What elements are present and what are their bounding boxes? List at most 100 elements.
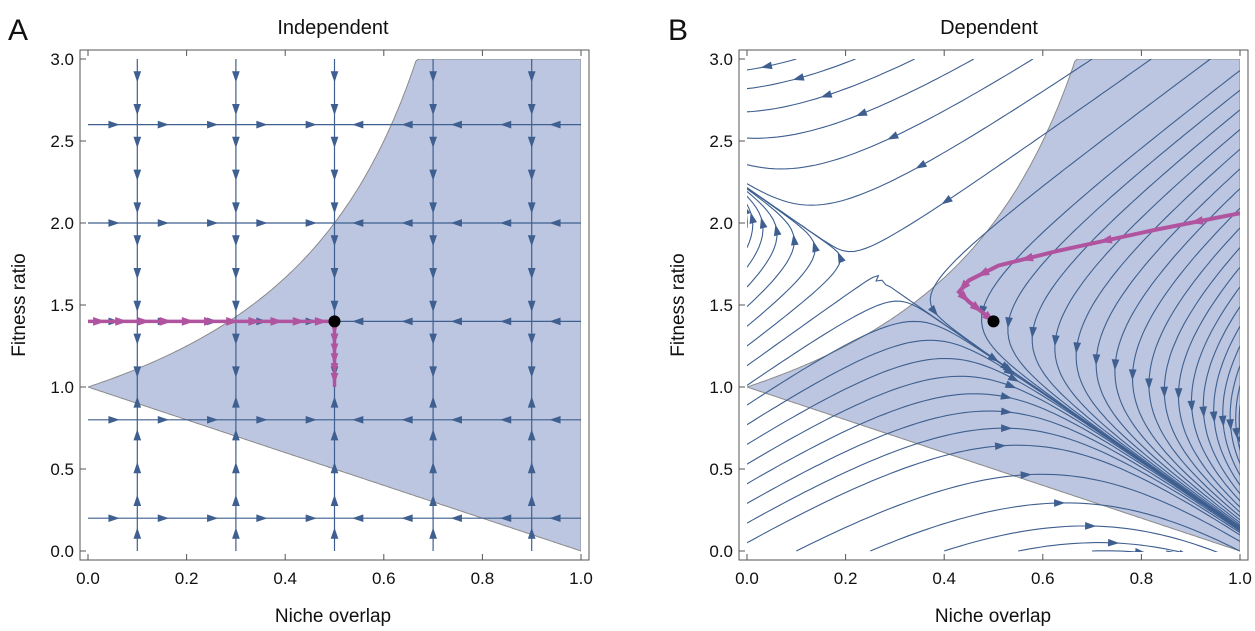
streamline-arrow bbox=[1199, 406, 1207, 418]
flow-arrow bbox=[207, 120, 219, 129]
streamline-arrow bbox=[1001, 424, 1013, 432]
flow-arrow bbox=[157, 120, 169, 129]
y-tick-label: 0.5 bbox=[50, 460, 74, 479]
streamline-arrow bbox=[1073, 342, 1082, 354]
streamline-arrow bbox=[1054, 499, 1066, 507]
x-tick-label: 0.6 bbox=[372, 569, 396, 588]
streamline bbox=[1165, 550, 1175, 552]
x-tick-label: 0.2 bbox=[175, 569, 199, 588]
flow-arrow bbox=[352, 415, 364, 424]
flow-arrow bbox=[133, 268, 142, 280]
trajectory-arrow bbox=[1099, 234, 1113, 244]
flow-arrow bbox=[352, 514, 364, 523]
streamline-arrow bbox=[887, 131, 899, 140]
flow-arrow bbox=[330, 235, 339, 247]
y-tick-label: 2.5 bbox=[709, 132, 733, 151]
streamline-arrow bbox=[837, 251, 846, 264]
x-tick-label: 0.2 bbox=[834, 569, 858, 588]
flow-arrow bbox=[401, 120, 413, 129]
flow-arrow bbox=[133, 366, 142, 378]
trajectory-arrow bbox=[181, 317, 195, 326]
flow-arrow bbox=[429, 366, 437, 378]
x-tick-label: 0.8 bbox=[471, 569, 495, 588]
flow-arrow bbox=[108, 514, 120, 523]
streamline-arrow bbox=[1085, 522, 1097, 530]
flow-arrow bbox=[133, 494, 142, 506]
streamline bbox=[747, 59, 856, 90]
streamline-arrow bbox=[1226, 418, 1234, 431]
flow-arrow bbox=[232, 136, 240, 148]
flow-arrow bbox=[549, 415, 561, 424]
trajectory-arrow bbox=[330, 363, 339, 375]
streamline-arrow bbox=[1174, 388, 1183, 400]
flow-arrow bbox=[108, 120, 120, 129]
streamline bbox=[1092, 550, 1142, 552]
flow-arrow bbox=[232, 494, 240, 506]
flow-arrow bbox=[500, 514, 512, 523]
streamline-arrow bbox=[1218, 415, 1227, 427]
trajectory-arrow bbox=[330, 353, 339, 365]
panel-b-label: B bbox=[668, 14, 688, 47]
streamline-arrow bbox=[1029, 326, 1038, 339]
flow-arrow bbox=[429, 71, 437, 83]
y-tick-label: 1.0 bbox=[50, 378, 74, 397]
flow-arrow bbox=[330, 494, 339, 506]
flow-arrow bbox=[305, 415, 317, 424]
streamline-arrow bbox=[759, 217, 768, 229]
flow-arrow bbox=[429, 333, 437, 345]
y-tick-label: 1.5 bbox=[709, 296, 733, 315]
flow-arrow bbox=[330, 396, 339, 408]
flow-arrow bbox=[549, 219, 561, 227]
x-tick-label: 0.8 bbox=[1130, 569, 1154, 588]
streamline-arrow bbox=[1135, 548, 1145, 552]
flow-arrow bbox=[133, 429, 142, 441]
flow-arrow bbox=[401, 317, 413, 326]
streamline bbox=[747, 59, 975, 139]
flow-arrow bbox=[527, 268, 536, 280]
flow-arrow bbox=[256, 120, 268, 129]
streamline-arrow bbox=[1000, 407, 1013, 416]
flow-arrow bbox=[500, 219, 512, 227]
streamline-arrow bbox=[1239, 458, 1240, 460]
flow-arrow bbox=[527, 396, 536, 408]
streamline-arrow bbox=[747, 208, 751, 215]
streamline-arrow bbox=[773, 224, 782, 237]
trajectory-arrow bbox=[314, 317, 328, 326]
streamline-arrow bbox=[1232, 427, 1240, 440]
streamline-arrow bbox=[749, 212, 758, 224]
panel-a-label: A bbox=[8, 14, 28, 47]
trajectory-arrow bbox=[270, 317, 284, 326]
flow-arrow bbox=[500, 317, 512, 326]
flow-arrow bbox=[401, 514, 413, 523]
streamline bbox=[1238, 404, 1240, 439]
flow-arrow bbox=[527, 169, 536, 181]
panel-a-ylabel: Fitness ratio bbox=[9, 253, 30, 356]
flow-arrow bbox=[352, 120, 364, 129]
flow-arrow bbox=[527, 136, 536, 148]
streamline bbox=[747, 215, 748, 228]
flow-arrow bbox=[429, 429, 437, 441]
flow-arrow bbox=[256, 514, 268, 523]
flow-arrow bbox=[305, 514, 317, 523]
panel-b-xlabel: Niche overlap bbox=[935, 606, 1051, 627]
flow-arrow bbox=[207, 219, 219, 227]
flow-arrow bbox=[330, 268, 339, 280]
flow-arrow bbox=[108, 219, 120, 227]
streamline-arrow bbox=[1179, 549, 1184, 552]
x-tick-label: 1.0 bbox=[1228, 569, 1252, 588]
flow-arrow bbox=[157, 514, 169, 523]
trajectory-arrow bbox=[1020, 252, 1034, 262]
y-tick-label: 0.5 bbox=[709, 460, 733, 479]
flow-arrow bbox=[330, 136, 339, 148]
flow-arrow bbox=[305, 219, 317, 227]
y-tick-label: 0.0 bbox=[50, 542, 74, 561]
flow-arrow bbox=[549, 514, 561, 523]
flow-arrow bbox=[256, 219, 268, 227]
panel-b-ylabel: Fitness ratio bbox=[668, 253, 689, 356]
flow-arrow bbox=[450, 120, 462, 129]
flow-arrow bbox=[527, 366, 536, 378]
trajectory-arrow bbox=[248, 317, 262, 326]
panel-b-ticks: 0.0 0.2 0.4 0.6 0.8 1.0 0.0 0.5 1.0 1.5 2.0 2.5 3.0 bbox=[709, 50, 1252, 588]
flow-arrow bbox=[549, 120, 561, 129]
streamline-arrow bbox=[792, 73, 805, 81]
